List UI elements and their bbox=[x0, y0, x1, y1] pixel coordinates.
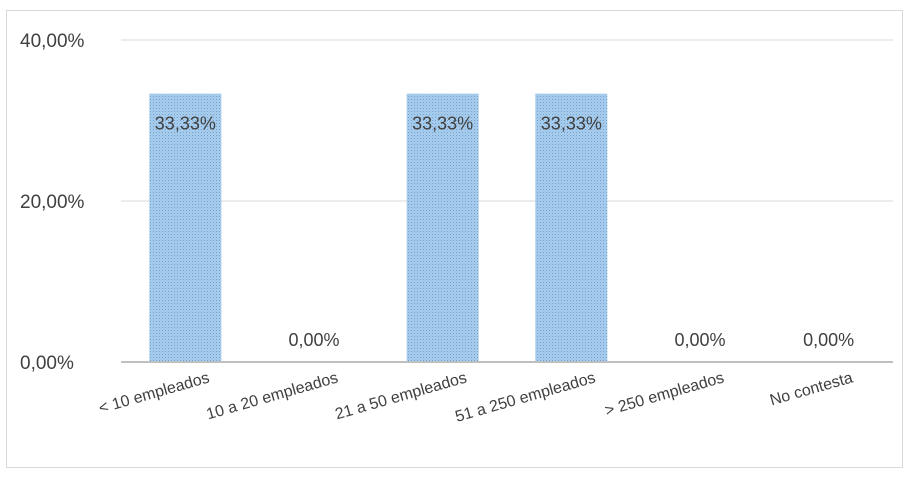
data-label: 0,00% bbox=[803, 330, 854, 350]
y-tick-label: 0,00% bbox=[20, 353, 74, 374]
data-label: 0,00% bbox=[288, 330, 339, 350]
data-label: 33,33% bbox=[155, 114, 216, 134]
data-label: 33,33% bbox=[412, 114, 473, 134]
bar bbox=[149, 93, 222, 363]
data-label: 0,00% bbox=[674, 330, 725, 350]
y-tick-label: 20,00% bbox=[20, 192, 85, 213]
y-tick-label: 40,00% bbox=[20, 31, 85, 52]
bar bbox=[406, 93, 479, 363]
bar bbox=[535, 93, 608, 363]
data-label: 33,33% bbox=[541, 114, 602, 134]
